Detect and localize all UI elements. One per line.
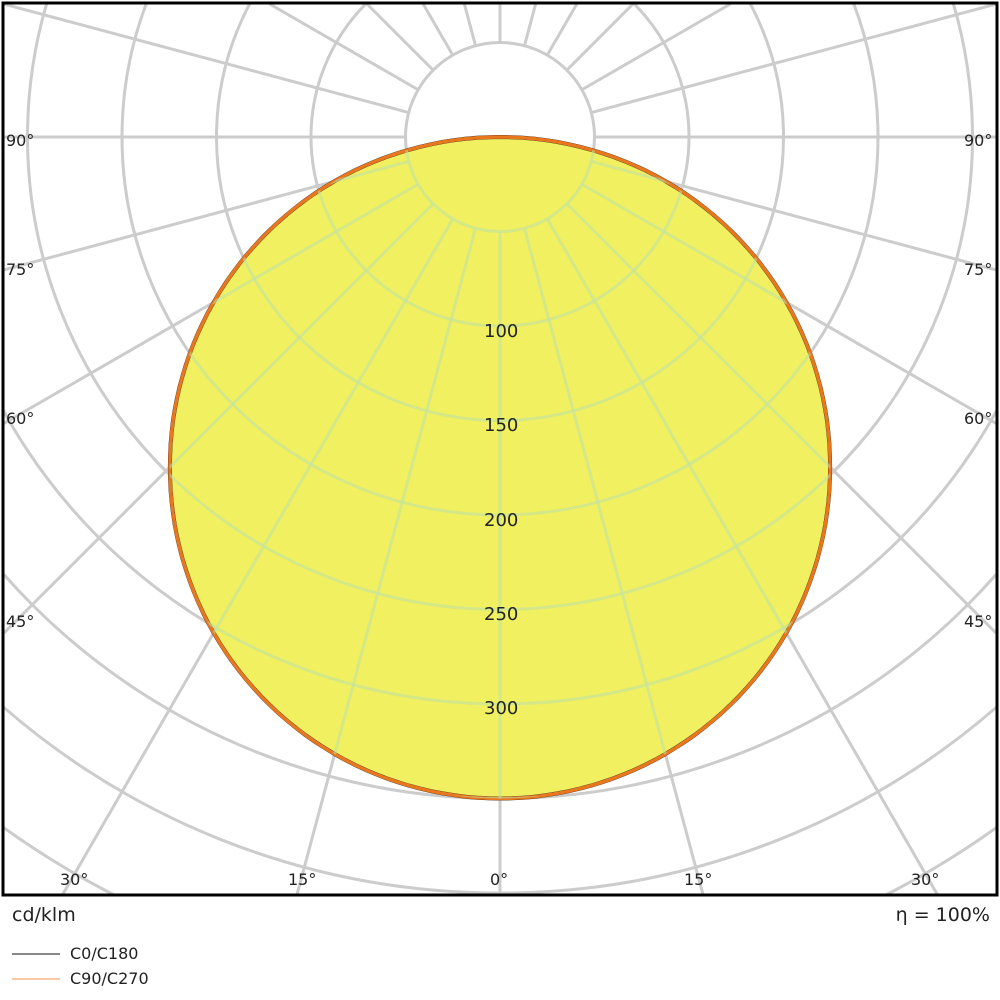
radial-gridline xyxy=(421,4,455,56)
legend-item-c0: C0/C180 xyxy=(12,944,138,963)
ring-gridline xyxy=(4,705,996,894)
ring-gridline xyxy=(404,137,596,233)
angle-label-right: 45° xyxy=(964,612,993,631)
radial-gridline xyxy=(169,202,435,635)
unit-label: cd/klm xyxy=(12,904,76,926)
angle-label-left: 60° xyxy=(6,409,35,428)
angle-label-right: 75° xyxy=(964,260,993,279)
radial-gridline xyxy=(169,218,455,799)
efficiency-label: η = 100% xyxy=(895,904,990,926)
legend-swatch xyxy=(12,952,60,955)
radial-tick-label: 150 xyxy=(484,415,519,436)
radial-gridline xyxy=(4,4,410,114)
radial-gridline xyxy=(565,4,635,72)
angle-label-bottom: 30° xyxy=(60,870,89,889)
ring-gridline xyxy=(169,137,831,611)
radial-gridline xyxy=(268,4,419,92)
angle-label-left: 90° xyxy=(6,131,35,150)
legend-swatch xyxy=(12,977,60,980)
angle-label-right: 60° xyxy=(964,409,993,428)
legend-item-c90: C90/C270 xyxy=(12,969,149,988)
radial-gridline xyxy=(581,4,732,92)
legend-label: C0/C180 xyxy=(70,944,139,963)
radial-gridline xyxy=(545,218,831,799)
angle-label-left: 45° xyxy=(6,612,35,631)
angle-label-bottom: 30° xyxy=(911,870,940,889)
angle-label-right: 90° xyxy=(964,131,993,150)
angle-label-bottom: 15° xyxy=(288,870,317,889)
ring-gridline xyxy=(169,137,831,517)
radial-gridline xyxy=(523,4,538,47)
radial-gridline xyxy=(565,202,831,635)
ring-gridline xyxy=(215,137,785,422)
radial-gridline xyxy=(545,4,579,56)
radial-gridline xyxy=(365,4,435,72)
plot-frame xyxy=(1,1,999,897)
ring-gridline xyxy=(309,137,691,328)
ring-gridline xyxy=(169,137,831,706)
radial-gridline xyxy=(590,4,996,114)
angle-label-left: 75° xyxy=(6,260,35,279)
legend-label: C90/C270 xyxy=(70,969,149,988)
radial-tick-label: 100 xyxy=(484,321,519,342)
radial-tick-label: 200 xyxy=(484,510,519,531)
angle-label-bottom: 0° xyxy=(490,870,509,889)
angle-label-bottom: 15° xyxy=(684,870,713,889)
radial-tick-label: 250 xyxy=(484,604,519,625)
radial-gridline xyxy=(462,4,477,47)
radial-tick-label: 300 xyxy=(484,698,519,719)
